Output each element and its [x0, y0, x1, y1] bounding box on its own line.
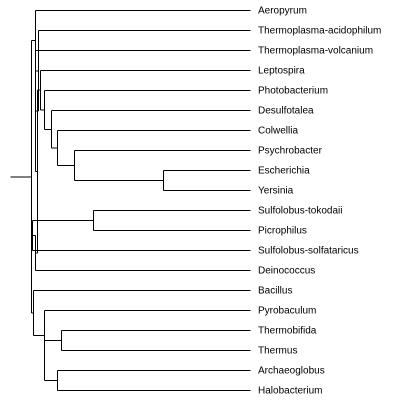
leaf-label-bacillus: Bacillus [258, 286, 292, 297]
leaf-label-escherichia: Escherichia [258, 166, 310, 177]
leaf-label-sulfolobus-tokodaii: Sulfolobus-tokodaii [258, 206, 343, 217]
leaf-label-deinococcus: Deinococcus [258, 266, 315, 277]
leaf-label-psychrobacter: Psychrobacter [258, 146, 323, 157]
tree-branches [10, 10, 251, 391]
leaf-label-thermoplasma-acidophilum: Thermoplasma-acidophilum [258, 26, 381, 37]
leaf-label-desulfotalea: Desulfotalea [258, 106, 314, 117]
leaf-labels: Aeropyrum Thermoplasma-acidophilum Therm… [258, 6, 381, 397]
leaf-label-leptospira: Leptospira [258, 66, 305, 77]
leaf-label-pyrobaculum: Pyrobaculum [258, 306, 316, 317]
leaf-label-sulfolobus-solfataricus: Sulfolobus-solfataricus [258, 246, 359, 257]
leaf-label-colwellia: Colwellia [258, 126, 298, 137]
leaf-label-thermus: Thermus [258, 346, 297, 357]
leaf-label-thermoplasma-volcanium: Thermoplasma-volcanium [258, 46, 373, 57]
leaf-label-picrophilus: Picrophilus [258, 226, 307, 237]
leaf-label-archaeoglobus: Archaeoglobus [258, 366, 325, 377]
leaf-label-thermobifida: Thermobifida [258, 326, 317, 337]
leaf-label-yersinia: Yersinia [258, 186, 294, 197]
leaf-label-photobacterium: Photobacterium [258, 86, 328, 97]
leaf-label-aeropyrum: Aeropyrum [258, 6, 307, 17]
leaf-label-halobacterium: Halobacterium [258, 386, 322, 397]
